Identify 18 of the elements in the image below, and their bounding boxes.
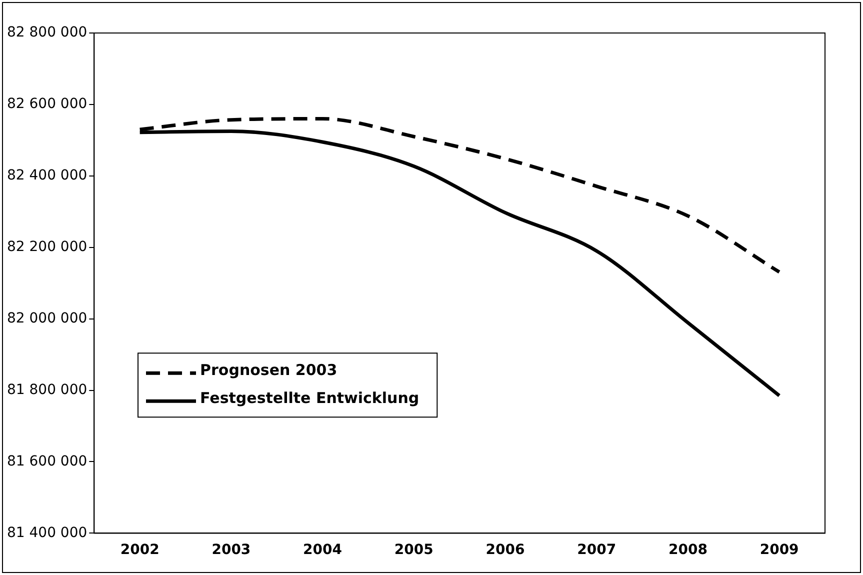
y-tick-label: 82 000 000: [6, 310, 88, 326]
x-tick-label: 2009: [760, 542, 799, 558]
y-tick-label: 81 400 000: [6, 524, 88, 541]
x-tick-label: 2002: [120, 542, 160, 558]
x-tick-label: 2006: [486, 542, 525, 558]
x-tick-label: 2003: [212, 542, 251, 558]
x-tick-label: 2004: [303, 542, 342, 558]
y-tick-label: 82 400 000: [6, 168, 88, 184]
legend-label: Festgestellte Entwicklung: [200, 389, 420, 408]
y-tick-label: 82 800 000: [6, 24, 88, 41]
x-tick-label: 2007: [577, 542, 616, 558]
y-tick-label: 81 800 000: [6, 382, 88, 398]
y-tick-label: 82 600 000: [6, 96, 88, 112]
y-tick-label: 82 200 000: [6, 239, 88, 256]
legend-label: Prognosen 2003: [200, 361, 338, 380]
x-tick-label: 2008: [668, 542, 708, 558]
y-tick-label: 81 600 000: [6, 453, 88, 470]
x-tick-label: 2005: [394, 542, 434, 558]
